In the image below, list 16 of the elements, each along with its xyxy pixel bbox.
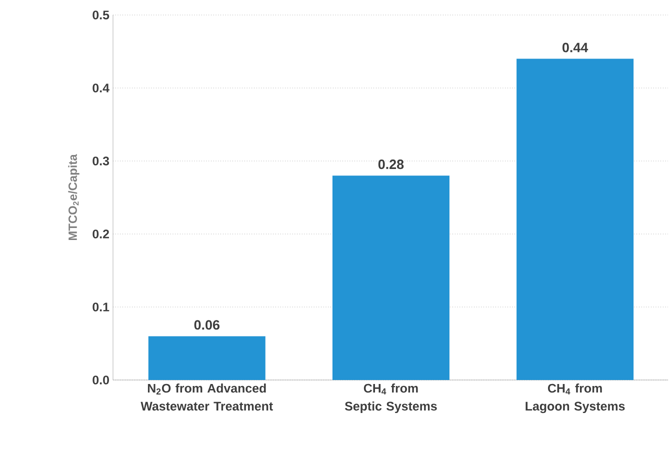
y-tick-label: 0.4 [92, 84, 110, 92]
y-axis-title: MTCO$_{2}$e/Capita [68, 154, 80, 240]
bar [516, 58, 634, 380]
x-tick-label: CH$_{4}$ from Septic Systems [344, 384, 437, 414]
bar [148, 336, 266, 380]
x-tick-label: CH$_{4}$ from Lagoon Systems [526, 384, 625, 414]
x-tick-label: N$_{2}$O from Advanced Wastewater Treatment [140, 384, 273, 411]
data-label: 0.44 [562, 42, 588, 52]
y-tick-label: 0.2 [92, 230, 109, 238]
y-tick-label: 0.1 [92, 302, 110, 312]
y-tick-label: 0.3 [92, 156, 110, 166]
bar [332, 176, 450, 380]
data-label: 0.06 [194, 320, 220, 330]
y-tick-label: 0.5 [92, 10, 110, 20]
y-tick-label: 0.0 [92, 376, 109, 384]
data-label: 0.28 [378, 160, 404, 170]
